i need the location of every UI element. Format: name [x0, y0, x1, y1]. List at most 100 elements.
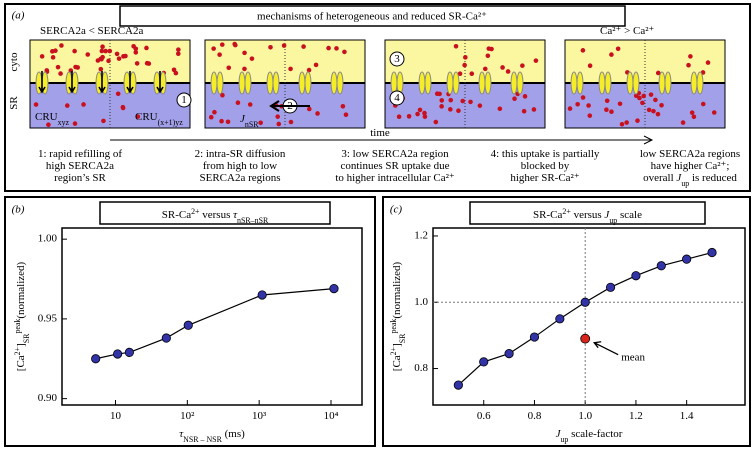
- calcium-ion: [497, 106, 503, 112]
- calcium-ion: [307, 106, 312, 112]
- calcium-ion: [176, 47, 181, 52]
- calcium-ion: [247, 102, 253, 107]
- data-point: [124, 347, 134, 357]
- calcium-ion: [648, 92, 654, 97]
- plot-frame: [432, 227, 746, 406]
- caption-part: is reduced: [689, 172, 737, 184]
- y-axis-label-part: [Ca: [391, 355, 403, 371]
- caption: 4: this uptake is partially: [491, 148, 600, 160]
- calcium-ion: [456, 108, 461, 114]
- calcium-ion: [641, 93, 646, 99]
- y-axis-label-part: ]: [391, 343, 403, 347]
- calcium-ion: [225, 119, 231, 125]
- calcium-ion: [50, 55, 56, 60]
- chart-title-part: 2+: [562, 207, 571, 216]
- calcium-ion: [463, 55, 468, 60]
- calcium-ion: [609, 109, 614, 115]
- calcium-ion: [521, 108, 527, 114]
- calcium-ion: [276, 121, 282, 127]
- data-point: [479, 357, 489, 367]
- calcium-ion: [103, 48, 108, 54]
- serca-pump: [604, 71, 612, 95]
- y-axis-label-part: SR: [22, 333, 31, 343]
- caption-part: overall: [643, 172, 676, 184]
- serca-pump: [330, 71, 338, 95]
- step-marker: [176, 92, 192, 108]
- calcium-ion: [106, 58, 111, 64]
- serca-pump: [484, 71, 492, 95]
- calcium-ion: [39, 54, 45, 59]
- calcium-ion: [275, 114, 281, 119]
- calcium-ion: [477, 103, 483, 108]
- diagram-title: mechanisms of heterogeneous and reduced …: [257, 11, 487, 23]
- caption: 1: rapid refilling of: [38, 148, 122, 160]
- calcium-ion: [460, 98, 466, 104]
- calcium-ion: [313, 62, 319, 68]
- x-tick-label: 0.8: [528, 410, 542, 422]
- calcium-ion: [533, 58, 539, 63]
- calcium-ion: [433, 119, 439, 125]
- cru-label-part: (x+1)yz: [158, 118, 184, 127]
- y-axis-label-part: 2+: [389, 346, 398, 355]
- calcium-ion: [659, 102, 664, 108]
- time-label: time: [370, 127, 390, 139]
- calcium-ion: [115, 91, 121, 97]
- calcium-ion: [653, 97, 658, 103]
- calcium-ion: [123, 53, 128, 59]
- calcium-ion: [422, 114, 428, 119]
- serca-pump: [298, 71, 306, 95]
- y-axis-label: [Ca2+]SRpeak(normalized): [13, 261, 31, 371]
- calcium-ion: [619, 121, 625, 127]
- calcium-ion: [340, 104, 346, 109]
- serca-pump: [632, 71, 640, 95]
- calcium-ion: [586, 103, 591, 108]
- flux-label-part: nSR: [245, 120, 259, 129]
- data-point: [257, 290, 267, 300]
- chart-title: SR-Ca2+ versus Jup scale: [533, 207, 642, 225]
- x-tick-label: 0.6: [477, 410, 491, 422]
- calcium-ion: [133, 50, 139, 55]
- y-tick-label: 0.95: [38, 312, 58, 324]
- serca-pump: [570, 71, 578, 95]
- calcium-ion: [520, 63, 525, 68]
- calcium-ion: [55, 64, 61, 70]
- panel-a-frame: [4, 3, 751, 192]
- x-axis-label-part: scale-factor: [568, 428, 622, 440]
- caption: SERCA2a regions: [200, 172, 281, 184]
- caption-part: up: [681, 179, 689, 188]
- title-box: [469, 201, 706, 225]
- calcium-ion: [705, 60, 711, 65]
- calcium-ion: [116, 56, 122, 61]
- cru-label-part: xyz: [58, 118, 70, 127]
- caption: continues SR uptake due: [340, 160, 449, 172]
- calcium-ion: [624, 120, 629, 125]
- plot-frame: [61, 227, 363, 406]
- calcium-ion: [587, 113, 593, 118]
- calcium-ion: [575, 101, 580, 107]
- uptake-arrow: [156, 71, 164, 94]
- calcium-ion: [609, 52, 614, 57]
- data-point: [631, 271, 641, 281]
- x-tick-label: 1.0: [578, 410, 592, 422]
- data-point: [329, 283, 339, 294]
- caption: blocked by: [521, 160, 570, 172]
- calcium-ion: [343, 112, 349, 117]
- y-axis-label-part: SR: [398, 333, 407, 343]
- calcium-ion: [655, 70, 661, 76]
- calcium-ion: [59, 43, 64, 48]
- caption: overall Jup is reduced: [643, 172, 737, 188]
- chart-title-part: scale: [617, 209, 642, 221]
- data-point: [529, 332, 540, 342]
- y-axis-label-part: (normalized): [391, 261, 403, 318]
- caption: 3: low SERCA2a region: [341, 148, 449, 160]
- calcium-ion: [120, 105, 126, 111]
- calcium-ion: [439, 104, 444, 109]
- caption-part: J: [676, 172, 682, 184]
- calcium-ion: [711, 110, 717, 115]
- calcium-ion: [306, 67, 312, 73]
- calcium-ion: [422, 110, 427, 116]
- calcium-ion: [468, 99, 473, 105]
- y-tick-label: 1.2: [414, 229, 428, 241]
- chart-title: SR-Ca2+ versus τnSR–nSR: [162, 207, 269, 225]
- x-tick-label: 10²: [180, 410, 195, 422]
